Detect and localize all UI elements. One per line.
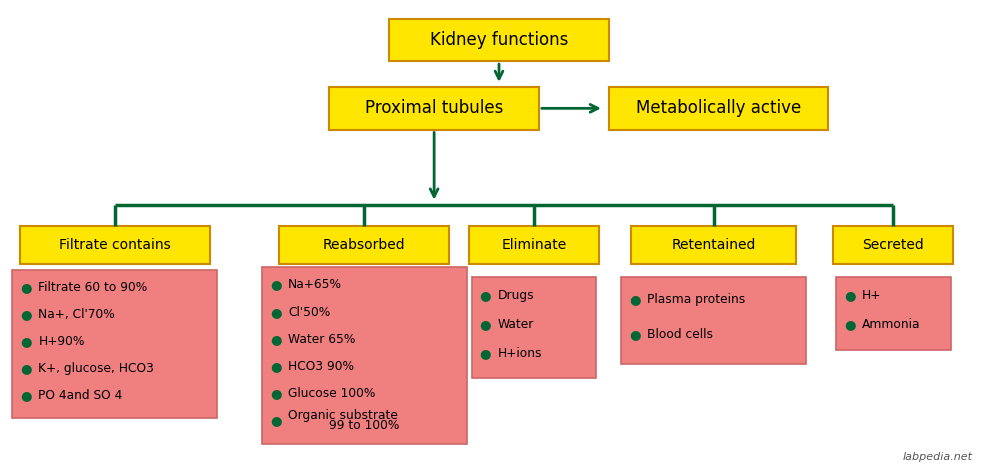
Text: ●: ● [269,278,281,292]
Text: ●: ● [269,360,281,373]
Text: Water 65%: Water 65% [288,333,355,346]
Text: ●: ● [269,387,281,400]
Text: Water: Water [497,318,534,331]
Bar [261,268,467,444]
Text: Glucose 100%: Glucose 100% [288,387,375,400]
Bar [631,226,795,264]
Text: Retentained: Retentained [672,238,755,252]
Text: ●: ● [479,289,491,302]
Text: ●: ● [21,281,32,294]
Text: ●: ● [21,389,32,402]
Text: labpedia.net: labpedia.net [903,452,973,462]
Text: Secreted: Secreted [862,238,924,252]
Text: ●: ● [21,334,32,348]
Text: ●: ● [629,293,641,306]
Text: Eliminate: Eliminate [501,238,567,252]
Bar [621,277,805,364]
Text: ●: ● [479,318,491,331]
Text: Metabolically active: Metabolically active [636,99,801,117]
Text: Cl'50%: Cl'50% [288,306,330,318]
Text: Filtrate contains: Filtrate contains [59,238,171,252]
Text: ●: ● [269,414,281,427]
Text: Proximal tubules: Proximal tubules [365,99,503,117]
Bar [279,226,449,264]
Bar [833,226,953,264]
Text: Reabsorbed: Reabsorbed [323,238,405,252]
Text: ●: ● [269,306,281,318]
Text: ●: ● [21,362,32,374]
Bar [471,277,597,378]
Text: K+, glucose, HCO3: K+, glucose, HCO3 [39,362,155,374]
Bar [389,19,609,61]
Text: HCO3 90%: HCO3 90% [288,360,354,373]
Bar [609,87,828,130]
Bar [329,87,539,130]
Text: Drugs: Drugs [497,289,534,302]
Text: 99 to 100%: 99 to 100% [329,419,399,432]
Text: Kidney functions: Kidney functions [430,31,568,49]
Text: ●: ● [844,318,855,332]
Text: ●: ● [21,308,32,321]
Text: Ammonia: Ammonia [861,318,920,332]
Text: ●: ● [844,289,855,302]
Text: ●: ● [269,333,281,346]
Bar [469,226,599,264]
Text: Organic substrate: Organic substrate [288,409,398,422]
Text: H+90%: H+90% [39,334,85,348]
Bar [13,269,217,418]
Text: H+: H+ [861,289,881,302]
Text: ●: ● [479,347,491,360]
Bar [20,226,210,264]
Text: PO 4and SO 4: PO 4and SO 4 [39,389,123,402]
Text: Filtrate 60 to 90%: Filtrate 60 to 90% [39,281,148,294]
Text: Blood cells: Blood cells [647,328,714,341]
Bar [836,277,950,349]
Text: H+ions: H+ions [497,347,542,360]
Text: ●: ● [629,328,641,341]
Text: Na+65%: Na+65% [288,278,342,292]
Text: Plasma proteins: Plasma proteins [647,293,746,306]
Text: Na+, Cl'70%: Na+, Cl'70% [39,308,115,321]
